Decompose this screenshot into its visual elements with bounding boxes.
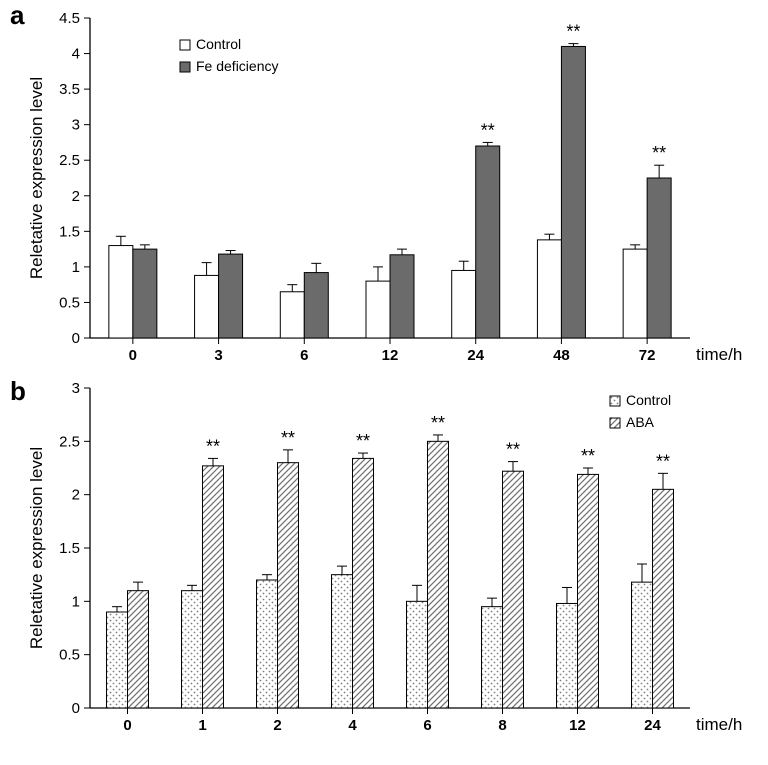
svg-text:**: ** (356, 431, 370, 451)
svg-text:**: ** (581, 446, 595, 466)
svg-text:48: 48 (553, 347, 570, 364)
svg-text:1.5: 1.5 (59, 223, 80, 240)
svg-text:4.5: 4.5 (59, 10, 80, 27)
svg-text:1.5: 1.5 (59, 540, 80, 557)
svg-text:1: 1 (72, 593, 80, 610)
svg-text:time/h: time/h (696, 715, 742, 734)
svg-text:2.5: 2.5 (59, 152, 80, 169)
svg-text:8: 8 (498, 717, 506, 734)
svg-text:3: 3 (72, 117, 80, 134)
svg-text:ABA: ABA (626, 414, 655, 430)
svg-text:6: 6 (300, 347, 308, 364)
figure-container: 0 0.5 1 1.5 2 2.5 3 3.5 4 4.5 Reletative expressio… (0, 0, 768, 765)
svg-text:6: 6 (423, 717, 431, 734)
svg-text:0.5: 0.5 (59, 294, 80, 311)
svg-text:**: ** (281, 428, 295, 448)
svg-text:Fe deficiency: Fe deficiency (196, 58, 278, 74)
svg-text:**: ** (431, 413, 445, 433)
svg-text:12: 12 (569, 717, 586, 734)
svg-text:3: 3 (72, 380, 80, 397)
svg-text:Control: Control (196, 36, 241, 52)
svg-text:0: 0 (72, 330, 80, 347)
svg-text:0: 0 (123, 717, 131, 734)
svg-text:Reletative expression level: Reletative expression level (27, 447, 46, 649)
svg-text:1: 1 (72, 259, 80, 276)
svg-text:a: a (10, 0, 25, 30)
svg-text:24: 24 (467, 347, 484, 364)
svg-text:72: 72 (639, 347, 656, 364)
svg-text:24: 24 (644, 717, 661, 734)
svg-text:b: b (10, 376, 26, 406)
svg-text:**: ** (656, 451, 670, 471)
svg-text:**: ** (652, 143, 666, 163)
svg-text:0.5: 0.5 (59, 647, 80, 664)
svg-text:0: 0 (129, 347, 137, 364)
svg-text:time/h: time/h (696, 345, 742, 364)
svg-text:**: ** (481, 120, 495, 140)
figure-svg: 0 0.5 1 1.5 2 2.5 3 3.5 4 4.5 Reletative expressio… (0, 0, 768, 765)
svg-text:Reletative expression level: Reletative expression level (27, 77, 46, 279)
svg-text:**: ** (566, 22, 580, 42)
svg-text:3.5: 3.5 (59, 81, 80, 98)
svg-text:12: 12 (382, 347, 399, 364)
svg-text:**: ** (506, 440, 520, 460)
svg-text:2: 2 (72, 487, 80, 504)
svg-text:0: 0 (72, 700, 80, 717)
svg-text:4: 4 (72, 46, 80, 63)
svg-text:**: ** (206, 436, 220, 456)
svg-text:2: 2 (273, 717, 281, 734)
svg-text:2: 2 (72, 188, 80, 205)
svg-text:4: 4 (348, 717, 357, 734)
svg-text:2.5: 2.5 (59, 433, 80, 450)
svg-text:3: 3 (214, 347, 222, 364)
svg-text:1: 1 (198, 717, 206, 734)
svg-text:Control: Control (626, 392, 671, 408)
